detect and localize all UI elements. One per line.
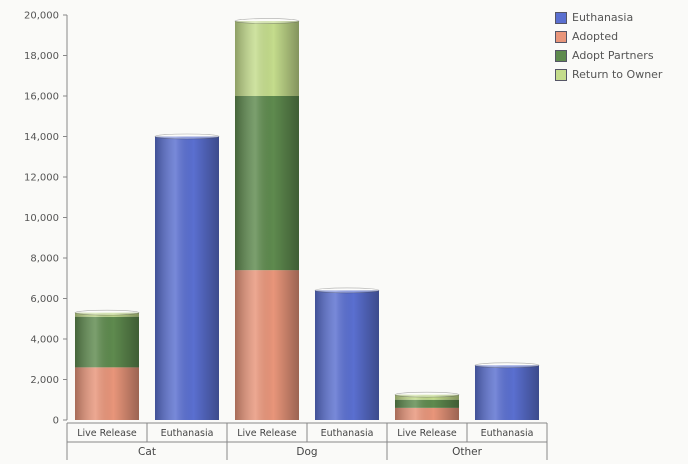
x-category-label: Live Release <box>237 428 297 439</box>
legend-swatch <box>555 68 567 81</box>
x-category-label: Euthanasia <box>161 428 214 439</box>
legend-item: Adopted <box>555 27 662 46</box>
y-tick-label: 8,000 <box>30 254 59 265</box>
x-category-label: Live Release <box>397 428 457 439</box>
bar-top-cap <box>74 309 140 316</box>
legend-item: Return to Owner <box>555 65 662 84</box>
bar-shading <box>235 21 299 420</box>
bar-shading <box>475 365 539 420</box>
y-tick-label: 14,000 <box>24 132 59 143</box>
y-axis: 0 2,000 4,000 6,000 8,000 10,000 12,000 14,000 1… <box>24 11 68 427</box>
bar-top-cap <box>234 18 300 24</box>
legend-label: Adopt Partners <box>572 49 654 62</box>
x-category-label: Live Release <box>77 428 137 439</box>
legend-item: Adopt Partners <box>555 46 662 65</box>
bars <box>74 18 540 420</box>
legend-label: Adopted <box>572 30 619 43</box>
y-tick-label: 4,000 <box>30 335 59 346</box>
legend-label: Return to Owner <box>572 68 663 81</box>
x-group-label: Dog <box>296 446 317 458</box>
bar-shading <box>75 312 139 420</box>
x-category-label: Euthanasia <box>481 428 534 439</box>
bar-shading <box>315 290 379 420</box>
bar-top-cap <box>394 391 460 398</box>
legend-label: Euthanasia <box>572 11 634 24</box>
legend-swatch <box>555 49 567 62</box>
legend-item: Euthanasia <box>555 8 662 27</box>
x-group-label: Other <box>452 446 482 458</box>
y-tick-label: 16,000 <box>24 92 59 103</box>
x-axis: Live Release Euthanasia Live Release Euthan… <box>66 422 548 460</box>
y-tick-label: 10,000 <box>24 213 59 224</box>
bar-top-cap <box>314 287 380 294</box>
legend-swatch <box>555 30 567 43</box>
x-category-label: Euthanasia <box>321 428 374 439</box>
bar-top-cap <box>474 362 540 369</box>
y-tick-label: 18,000 <box>24 51 59 62</box>
y-tick-label: 20,000 <box>24 11 59 22</box>
y-tick-label: 0 <box>53 416 59 427</box>
y-tick-label: 6,000 <box>30 294 59 305</box>
bar-top-cap <box>154 133 220 140</box>
bar-shading <box>395 394 459 420</box>
legend-swatch <box>555 11 567 24</box>
bar-shading <box>155 136 219 420</box>
x-group-label: Cat <box>138 446 156 458</box>
legend: Euthanasia Adopted Adopt Partners Return to… <box>555 8 662 84</box>
y-tick-label: 2,000 <box>30 375 59 386</box>
y-tick-label: 12,000 <box>24 173 59 184</box>
